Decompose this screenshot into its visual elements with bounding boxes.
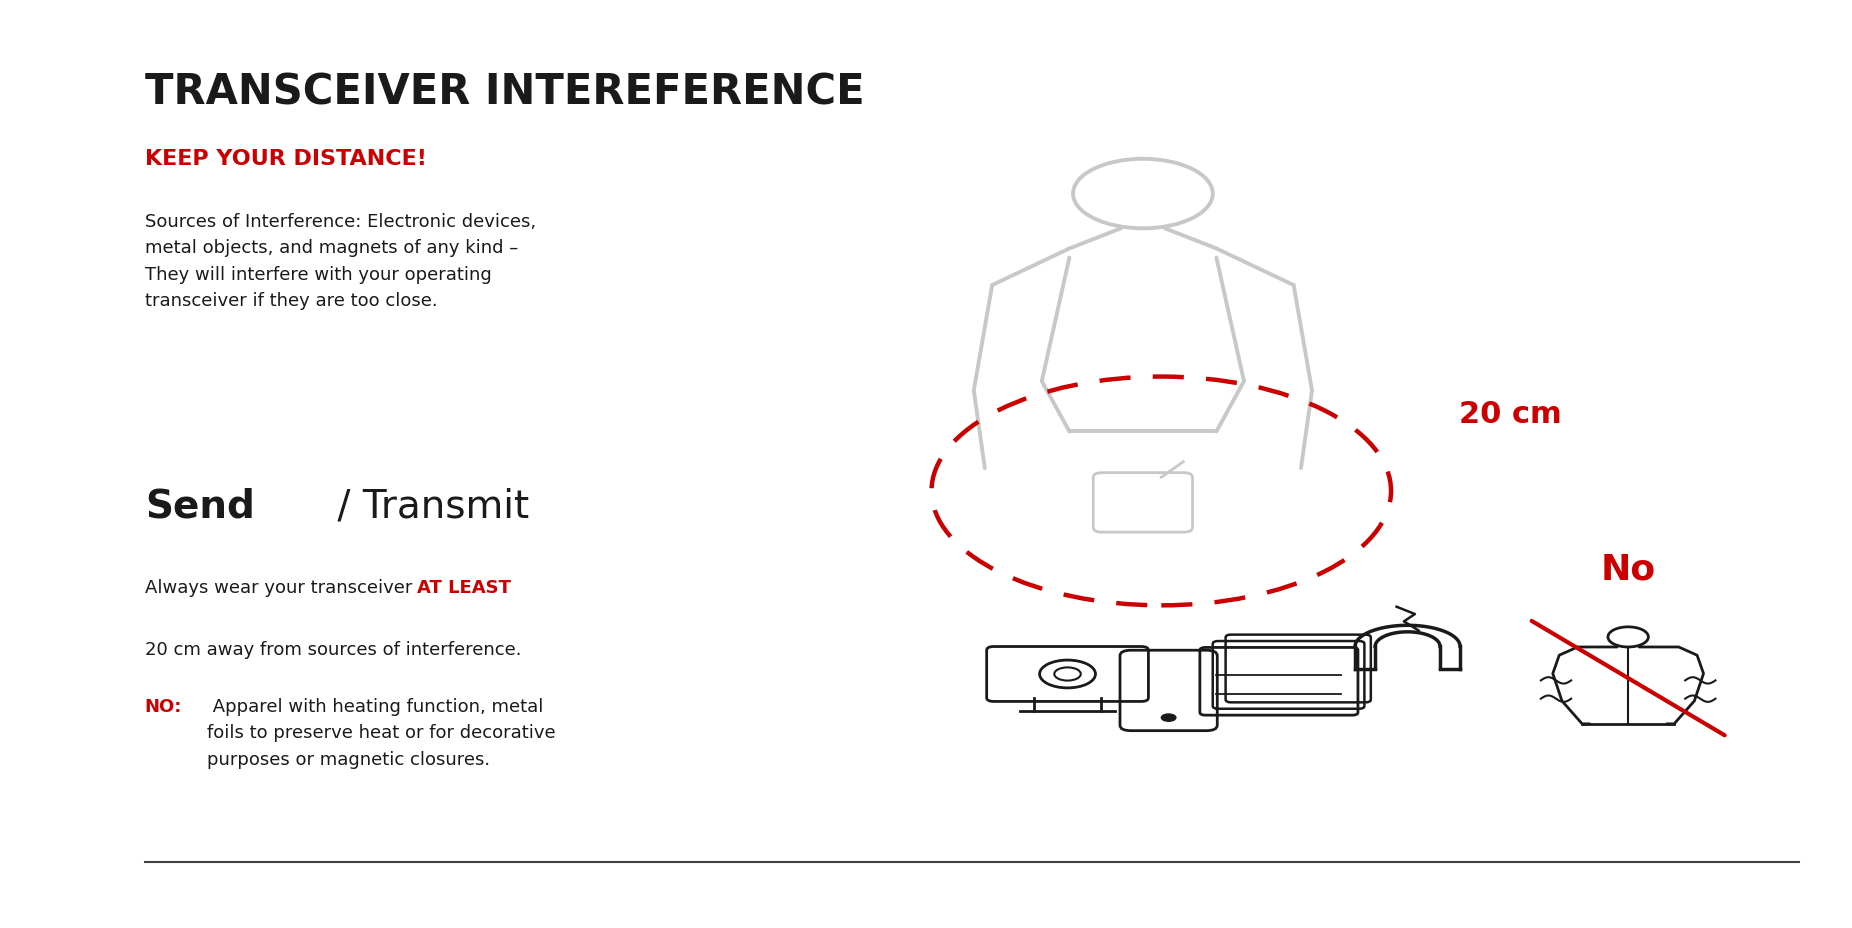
Text: 20 cm away from sources of interference.: 20 cm away from sources of interference. xyxy=(144,640,520,658)
Text: TRANSCEIVER INTEREFERENCE: TRANSCEIVER INTEREFERENCE xyxy=(144,71,865,113)
Text: / Transmit: / Transmit xyxy=(324,487,530,525)
Text: 20 cm: 20 cm xyxy=(1459,399,1561,428)
Text: Sources of Interference: Electronic devices,
metal objects, and magnets of any k: Sources of Interference: Electronic devi… xyxy=(144,213,535,310)
Text: Always wear your transceiver: Always wear your transceiver xyxy=(144,578,419,597)
Text: KEEP YOUR DISTANCE!: KEEP YOUR DISTANCE! xyxy=(144,148,426,169)
Text: AT LEAST: AT LEAST xyxy=(417,578,511,597)
Text: NO:: NO: xyxy=(144,697,181,715)
Text: No: No xyxy=(1600,552,1656,586)
Text: Send: Send xyxy=(144,487,256,525)
Text: Apparel with heating function, metal
foils to preserve heat or for decorative
pu: Apparel with heating function, metal foi… xyxy=(207,697,556,767)
Circle shape xyxy=(1161,715,1176,721)
